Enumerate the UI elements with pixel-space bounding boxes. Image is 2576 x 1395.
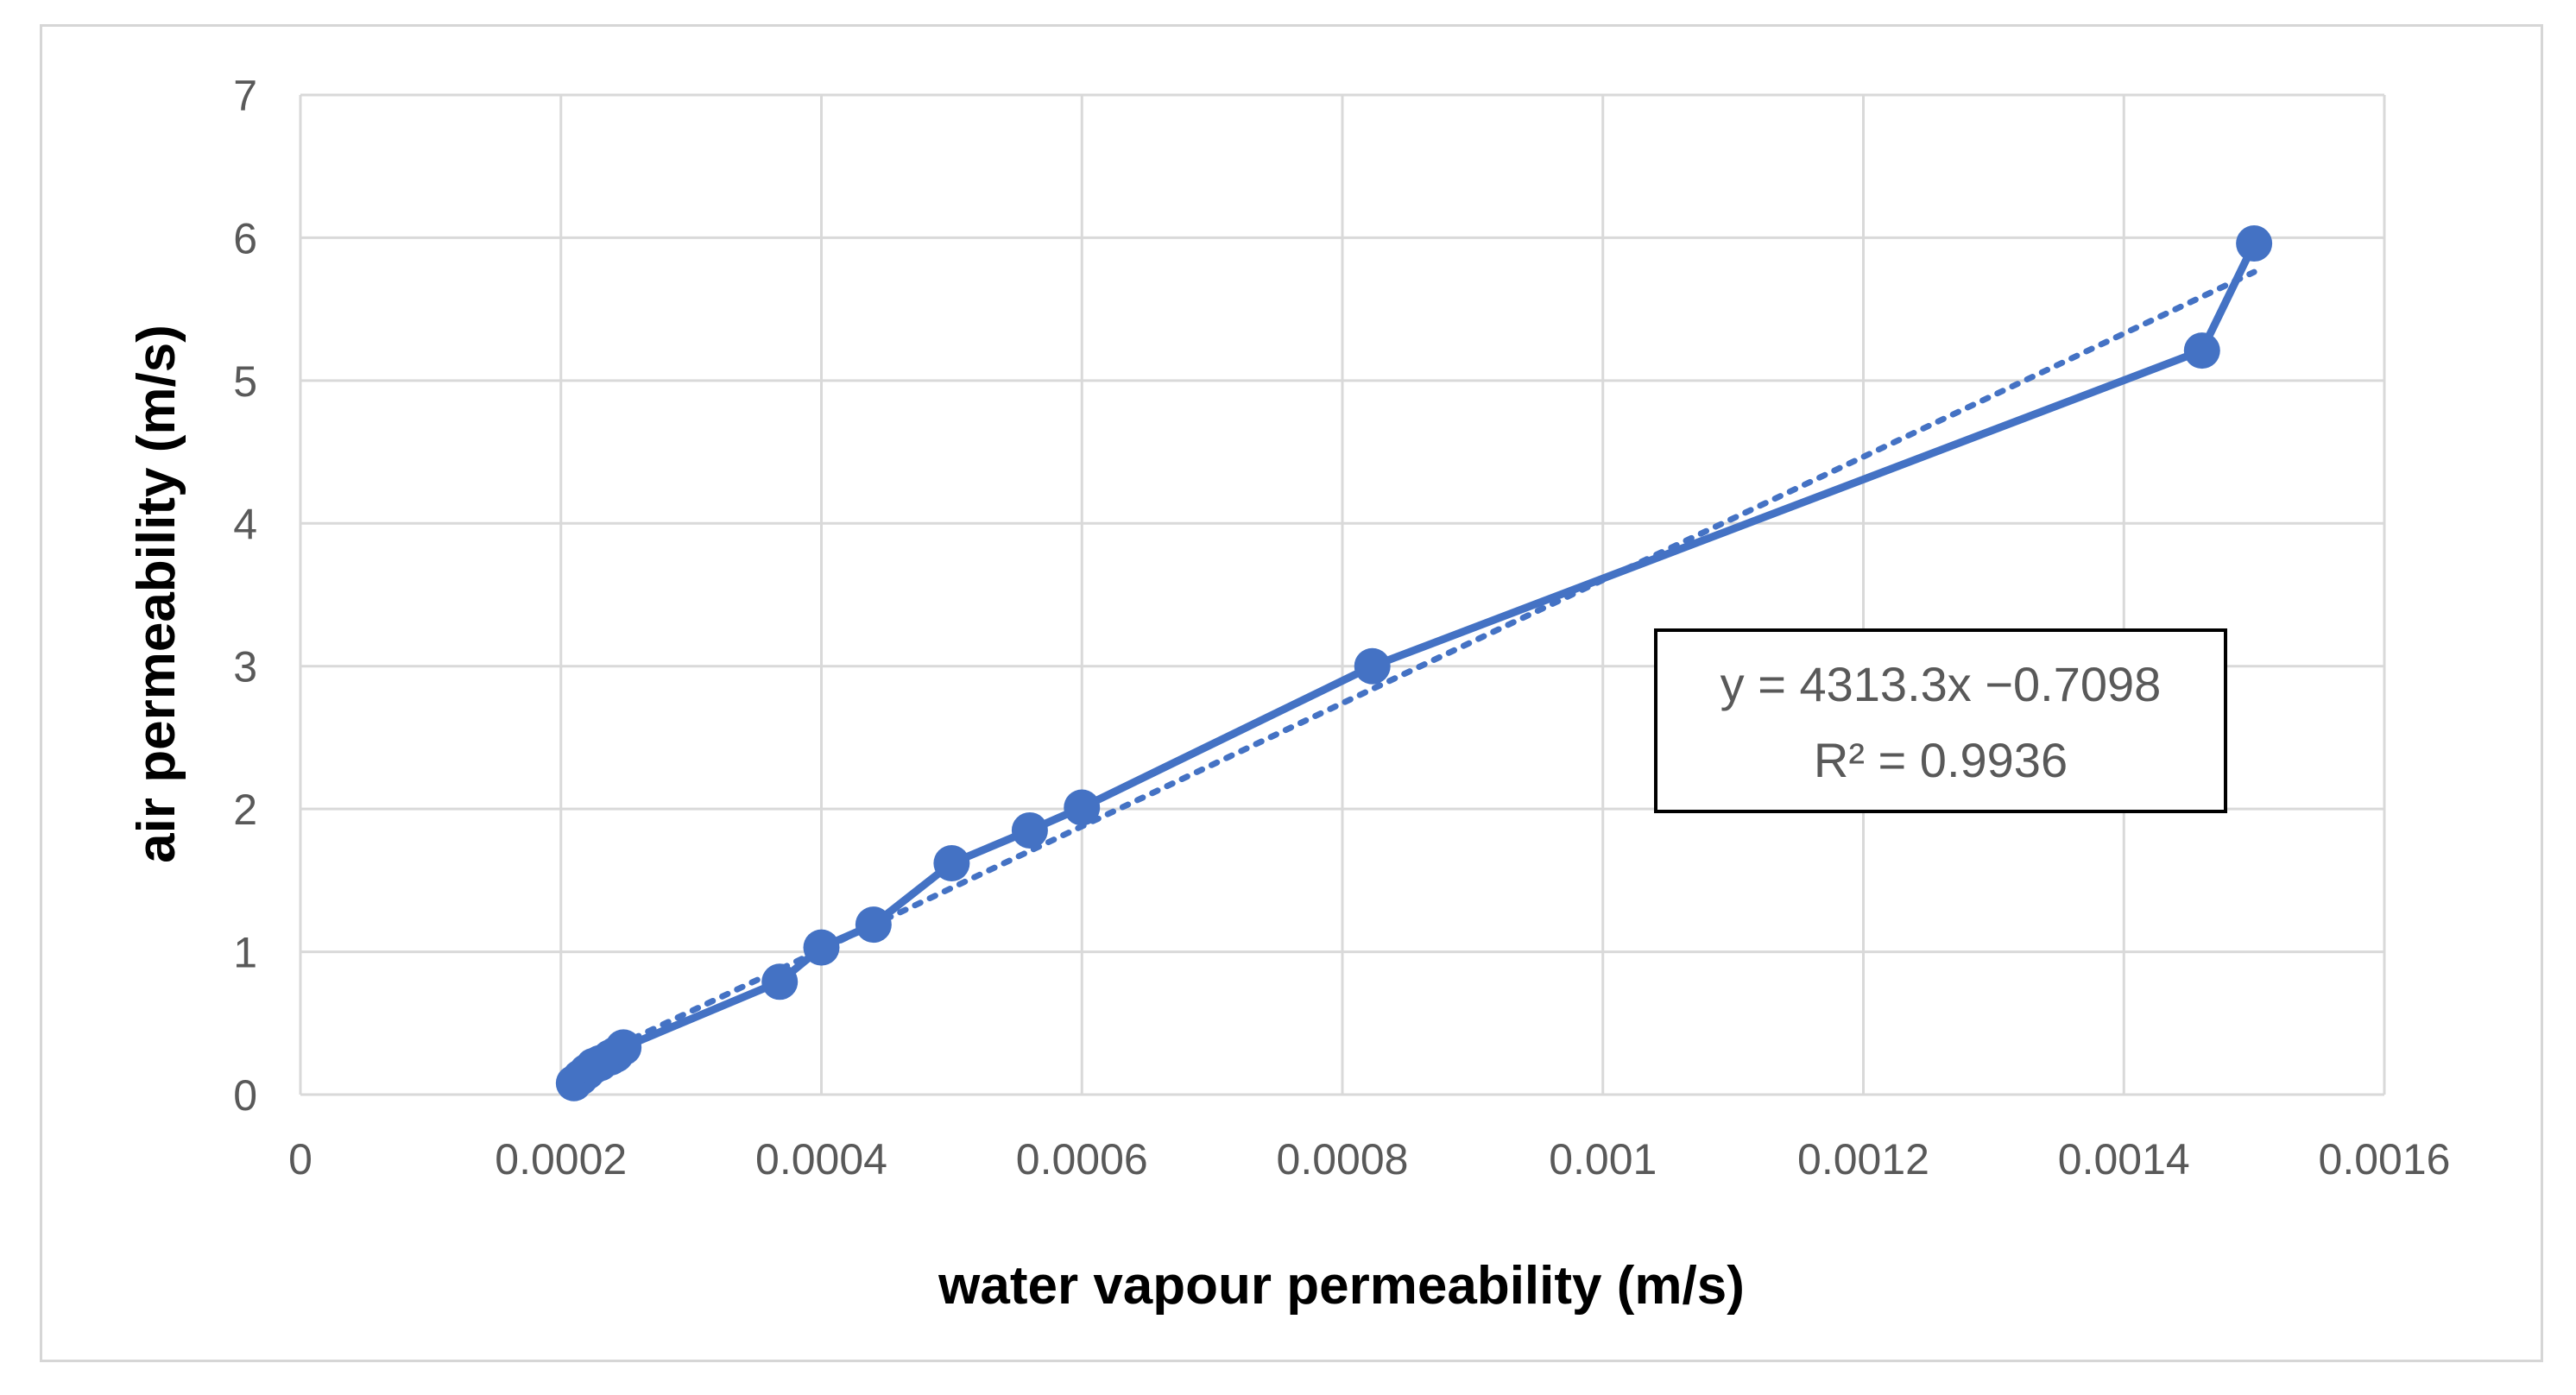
x-tick-label: 0: [288, 1135, 313, 1184]
x-tick-label: 0.0002: [495, 1135, 627, 1184]
series-group: [555, 225, 2273, 1101]
x-tick-label: 0.0004: [755, 1135, 887, 1184]
y-tick-label: 3: [233, 643, 257, 691]
grid: [299, 93, 2386, 1096]
data-point: [1011, 811, 1048, 849]
y-tick-label: 5: [233, 357, 257, 406]
data-point: [1354, 647, 1391, 685]
data-point: [1064, 789, 1101, 826]
data-point: [605, 1029, 642, 1066]
data-point: [803, 929, 840, 966]
y-axis-title: air permeability (m/s): [127, 325, 186, 863]
y-tick-label: 0: [233, 1071, 257, 1120]
data-point: [761, 963, 799, 1000]
tick-labels: 0 0.0002 0.0004 0.0006 0.0008 0.001 0.0012 0.00…: [233, 72, 2450, 1184]
y-tick-label: 6: [233, 214, 257, 262]
data-point: [855, 906, 892, 944]
trendline-equation: y = 4313.3x −0.7098: [1720, 657, 2162, 711]
x-tick-label: 0.0008: [1277, 1135, 1409, 1184]
x-tick-label: 0.0012: [1797, 1135, 1929, 1184]
trendline-equation-box: y = 4313.3x −0.7098 R² = 0.9936: [1654, 628, 2227, 813]
x-tick-label: 0.0014: [2058, 1135, 2190, 1184]
x-tick-label: 0.001: [1549, 1135, 1657, 1184]
data-point: [933, 845, 970, 882]
x-axis-title: water vapour permeability (m/s): [938, 1256, 1745, 1316]
trendline-r-squared: R² = 0.9936: [1814, 733, 2068, 787]
equation-box-border: [1654, 628, 2227, 813]
y-tick-label: 2: [233, 786, 257, 834]
x-tick-label: 0.0016: [2319, 1135, 2451, 1184]
data-point: [2236, 225, 2273, 262]
y-tick-label: 1: [233, 929, 257, 977]
y-tick-label: 7: [233, 72, 257, 120]
y-tick-label: 4: [233, 500, 257, 548]
x-tick-label: 0.0006: [1016, 1135, 1148, 1184]
data-point: [2183, 332, 2220, 369]
